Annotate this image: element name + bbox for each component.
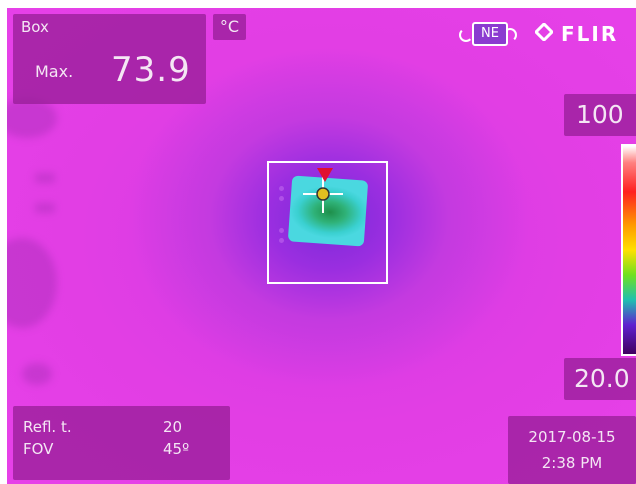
measurement-panel[interactable]: Box Max. 73.9 xyxy=(13,14,206,104)
reflected-temp-value: 20 xyxy=(163,418,183,436)
fov-value: 45º xyxy=(163,440,190,458)
scale-tick-dot xyxy=(279,238,284,243)
flir-logo-icon xyxy=(535,23,553,41)
time-label: 2:38 PM xyxy=(541,454,603,472)
scale-tick-dot xyxy=(279,186,284,191)
max-label: Max. xyxy=(35,62,74,81)
box-label: Box xyxy=(21,18,49,36)
hotspot-marker-icon xyxy=(317,168,333,182)
compass-arc-right xyxy=(503,28,517,42)
brand-name: FLIR xyxy=(561,22,619,46)
thermal-image: Box Max. 73.9 °C NE FLIR 100 20.0 Refl. … xyxy=(7,8,636,484)
compass-icon: NE xyxy=(459,22,517,46)
reflected-temp-label: Refl. t. xyxy=(23,418,72,436)
temperature-unit-badge[interactable]: °C xyxy=(213,14,246,40)
scale-max-value[interactable]: 100 xyxy=(564,94,636,136)
date-label: 2017-08-15 xyxy=(528,428,616,446)
max-temperature-value: 73.9 xyxy=(111,50,191,90)
compass-arc-left xyxy=(459,28,473,42)
background-blob xyxy=(22,363,52,385)
datetime-panel: 2017-08-15 2:38 PM xyxy=(508,416,636,484)
color-scale-bar xyxy=(621,144,636,356)
compass-heading: NE xyxy=(472,22,508,46)
flir-logo: FLIR xyxy=(535,22,619,46)
scale-tick-dot xyxy=(279,228,284,233)
scale-min-value[interactable]: 20.0 xyxy=(564,358,636,400)
scale-tick-dot xyxy=(279,196,284,201)
measurement-box[interactable] xyxy=(267,161,388,284)
background-blob xyxy=(35,203,55,213)
background-blob xyxy=(35,173,55,183)
background-blob xyxy=(7,98,57,138)
parameters-panel[interactable]: Refl. t. 20 FOV 45º xyxy=(13,406,230,480)
background-blob xyxy=(7,238,57,328)
fov-label: FOV xyxy=(23,440,54,458)
